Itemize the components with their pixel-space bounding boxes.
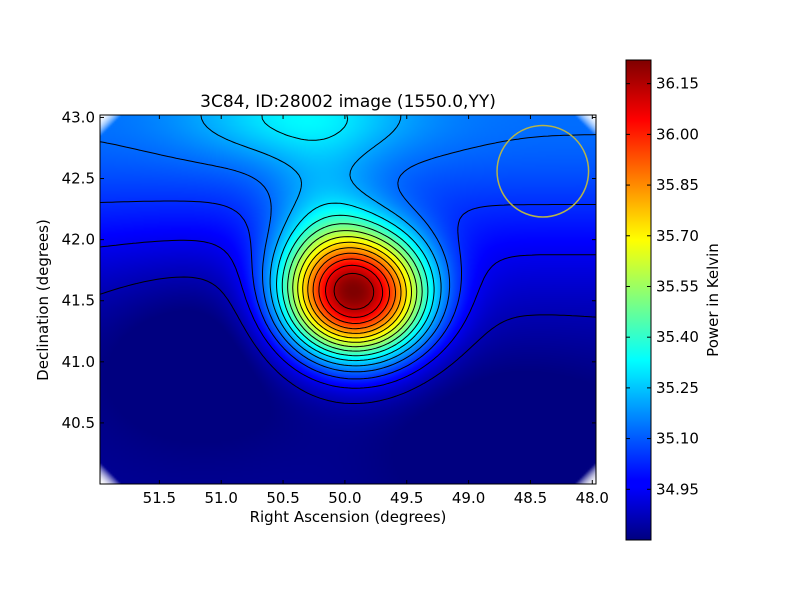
x-tick-label: 49.5	[390, 489, 423, 507]
colorbar-label: Power in Kelvin	[704, 243, 722, 357]
y-tick-label: 42.5	[62, 170, 95, 188]
y-tick-label: 41.5	[62, 292, 95, 310]
contour-line	[281, 214, 429, 357]
colorbar-tick-label: 35.40	[656, 328, 699, 346]
colorbar: 34.95 35.10 35.25 35.40 35.55 35.70 35.85 36.00…	[625, 59, 722, 541]
contour-line	[100, 134, 596, 373]
y-tick-label: 42.0	[62, 231, 95, 249]
contour-line	[100, 200, 596, 380]
contour-line	[292, 230, 418, 348]
colorbar-tick-label: 35.85	[656, 176, 699, 194]
colorbar-tick-label: 36.15	[656, 75, 699, 93]
x-tick-label: 49.0	[452, 489, 485, 507]
colorbar-tick-label: 35.25	[656, 379, 699, 397]
colorbar-tick-label: 34.95	[656, 480, 699, 498]
contour-line	[261, 115, 435, 362]
contour-line	[318, 258, 390, 324]
colorbar-tick-label: 36.00	[656, 125, 699, 143]
y-axis-label: Declination (degrees)	[34, 219, 52, 381]
y-tick-label: 40.5	[62, 414, 95, 432]
x-tick-label: 51.0	[205, 489, 238, 507]
x-tick-label: 48.5	[514, 489, 547, 507]
plot-frame	[99, 114, 597, 485]
contour-line	[307, 247, 402, 334]
x-tick-label: 50.0	[328, 489, 361, 507]
heatmap-image	[100, 115, 596, 484]
contour-line	[312, 252, 396, 330]
contour-line	[100, 276, 596, 404]
colorbar-gradient	[625, 59, 652, 541]
colorbar-tick-label: 35.55	[656, 277, 699, 295]
colorbar-tick-label: 35.70	[656, 227, 699, 245]
x-tick-label: 51.5	[143, 489, 176, 507]
colorbar-tick-label: 35.10	[656, 430, 699, 448]
beam-circle-marker	[496, 124, 590, 218]
x-tick-label: 48.0	[576, 489, 609, 507]
contour-line	[200, 115, 442, 367]
contour-line	[297, 236, 412, 343]
y-tick-label: 43.0	[62, 108, 95, 126]
x-axis: 51.5 51.0 50.5 50.0 49.5 49.0 48.5 48.0	[143, 115, 609, 507]
x-axis-label: Right Ascension (degrees)	[250, 508, 447, 526]
plot-area: 51.5 51.0 50.5 50.0 49.5 49.0 48.5 48.0 40.5 41.…	[62, 108, 609, 507]
contour-line	[100, 239, 596, 389]
contour-layer	[100, 115, 596, 404]
contour-line	[325, 264, 384, 318]
x-tick-label: 50.5	[266, 489, 299, 507]
y-axis: 40.5 41.0 41.5 42.0 42.5 43.0	[62, 108, 596, 432]
contour-line	[287, 223, 423, 352]
contour-line	[333, 272, 375, 310]
y-tick-label: 41.0	[62, 353, 95, 371]
contour-line	[302, 241, 407, 339]
chart-title: 3C84, ID:28002 image (1550.0,YY)	[200, 92, 496, 112]
colorbar-ticks: 34.95 35.10 35.25 35.40 35.55 35.70 35.85 36.00…	[626, 75, 699, 498]
